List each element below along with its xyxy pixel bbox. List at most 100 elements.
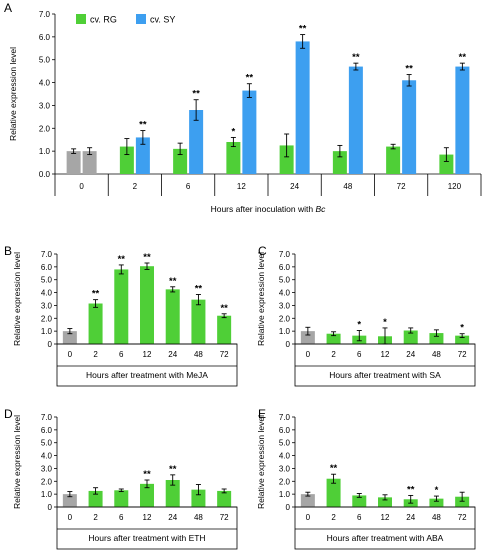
x-tick-label: 48 xyxy=(432,513,441,522)
x-tick-label: 2 xyxy=(331,513,336,522)
x-tick-label: 6 xyxy=(186,182,191,191)
y-tick-label: 0 xyxy=(286,340,291,349)
y-tick-label: 5.0 xyxy=(41,276,53,285)
x-tick-label: 24 xyxy=(406,350,415,359)
bar xyxy=(165,289,180,344)
bar xyxy=(62,331,77,344)
x-tick-label: 24 xyxy=(168,513,177,522)
significance-label: ** xyxy=(299,24,307,35)
bar-rg xyxy=(173,148,188,174)
y-tick-label: 3.0 xyxy=(41,301,53,310)
bar xyxy=(429,498,444,507)
bar xyxy=(88,303,103,344)
x-tick-label: 12 xyxy=(143,350,152,359)
x-tick-label: 6 xyxy=(357,513,362,522)
y-tick-label: 1.0 xyxy=(41,490,53,499)
y-tick-label: 4.0 xyxy=(41,452,53,461)
x-tick-label: 48 xyxy=(194,513,203,522)
bar xyxy=(217,315,232,344)
significance-label: * xyxy=(383,317,387,328)
bar-sy xyxy=(295,41,310,174)
y-tick-label: 1.0 xyxy=(41,327,53,336)
significance-label: ** xyxy=(220,303,228,314)
y-tick-label: 7.0 xyxy=(41,413,53,422)
y-tick-label: 5.0 xyxy=(41,439,53,448)
x-tick-label: 12 xyxy=(381,513,390,522)
x-axis-title-text: Hours after inoculation with xyxy=(211,204,316,214)
y-tick-label: 4.0 xyxy=(279,289,291,298)
x-axis-title-italic: Bc xyxy=(315,204,326,214)
bar-rg xyxy=(119,146,134,174)
bar xyxy=(140,266,154,344)
x-tick-label: 72 xyxy=(220,350,229,359)
panel-d: D 0 1.0 2.0 3.0 4.0 5.0 6.0 7.0 Relative expressi… xyxy=(4,407,238,550)
legend-label-rg: cv. RG xyxy=(90,15,117,25)
significance-label: ** xyxy=(407,484,415,495)
significance-label: ** xyxy=(143,252,151,263)
bar xyxy=(88,490,103,507)
x-tick-label: 0 xyxy=(306,513,311,522)
bar xyxy=(62,494,77,507)
significance-label: ** xyxy=(92,289,100,300)
panel-e: E 0 1.0 2.0 3.0 4.0 5.0 6.0 7.0 Relative expressi… xyxy=(256,407,476,550)
significance-label: ** xyxy=(330,463,338,474)
bar-rg xyxy=(66,151,81,174)
significance-label: * xyxy=(460,323,464,334)
y-tick-label: 3.0 xyxy=(279,301,291,310)
y-axis-title: Relative expression level xyxy=(8,47,18,141)
y-tick-label: 4.0 xyxy=(279,452,291,461)
y-tick-label: 6.0 xyxy=(39,33,51,42)
y-tick-label: 1.0 xyxy=(279,490,291,499)
y-tick-label: 1.0 xyxy=(39,147,51,156)
panel-label-d: D xyxy=(4,407,13,421)
bar-sy xyxy=(455,66,470,174)
bar xyxy=(191,299,206,344)
bar-sy xyxy=(348,66,363,174)
legend-label-sy: cv. SY xyxy=(150,15,175,25)
significance-label: ** xyxy=(143,469,151,480)
y-tick-label: 7.0 xyxy=(279,413,291,422)
bar-sy xyxy=(82,151,97,174)
x-tick-label: 48 xyxy=(343,182,352,191)
bar xyxy=(352,495,367,507)
x-axis-title: Hours after treatment with SA xyxy=(329,370,441,380)
bar xyxy=(300,494,315,507)
x-tick-label: 6 xyxy=(119,513,124,522)
x-tick-label: 12 xyxy=(237,182,246,191)
x-label-box xyxy=(56,343,238,387)
x-tick-label: 2 xyxy=(93,350,98,359)
x-tick-label: 0 xyxy=(68,513,73,522)
bar xyxy=(326,478,341,507)
x-tick-label: 72 xyxy=(397,182,406,191)
bar xyxy=(455,496,470,507)
significance-label: * xyxy=(357,320,361,331)
x-tick-label: 24 xyxy=(406,513,415,522)
y-tick-label: 7.0 xyxy=(41,250,53,259)
y-tick-label: 3.0 xyxy=(41,464,53,473)
x-tick-label: 120 xyxy=(448,182,462,191)
y-tick-label: 2.0 xyxy=(39,124,51,133)
x-tick-label: 12 xyxy=(381,350,390,359)
bar xyxy=(165,480,180,507)
y-tick-label: 0 xyxy=(48,340,53,349)
bar-sy xyxy=(135,137,150,174)
legend-swatch-rg xyxy=(76,14,86,24)
panel-label-a: A xyxy=(4,1,12,15)
panel-label-b: B xyxy=(4,244,12,258)
x-tick-label: 0 xyxy=(68,350,73,359)
bar xyxy=(114,490,129,507)
x-axis-title: Hours after treatment with ETH xyxy=(88,533,205,543)
x-axis-title: Hours after treatment with ABA xyxy=(327,533,444,543)
bar-rg xyxy=(279,145,294,174)
y-tick-label: 2.0 xyxy=(41,477,53,486)
significance-label: ** xyxy=(246,73,254,84)
x-tick-label: 72 xyxy=(458,350,467,359)
significance-label: ** xyxy=(192,89,200,100)
y-tick-label: 4.0 xyxy=(39,79,51,88)
x-tick-label: 6 xyxy=(357,350,362,359)
bar-rg xyxy=(439,154,454,174)
significance-label: ** xyxy=(195,284,203,295)
x-tick-label: 2 xyxy=(133,182,138,191)
y-tick-label: 6.0 xyxy=(279,263,291,272)
